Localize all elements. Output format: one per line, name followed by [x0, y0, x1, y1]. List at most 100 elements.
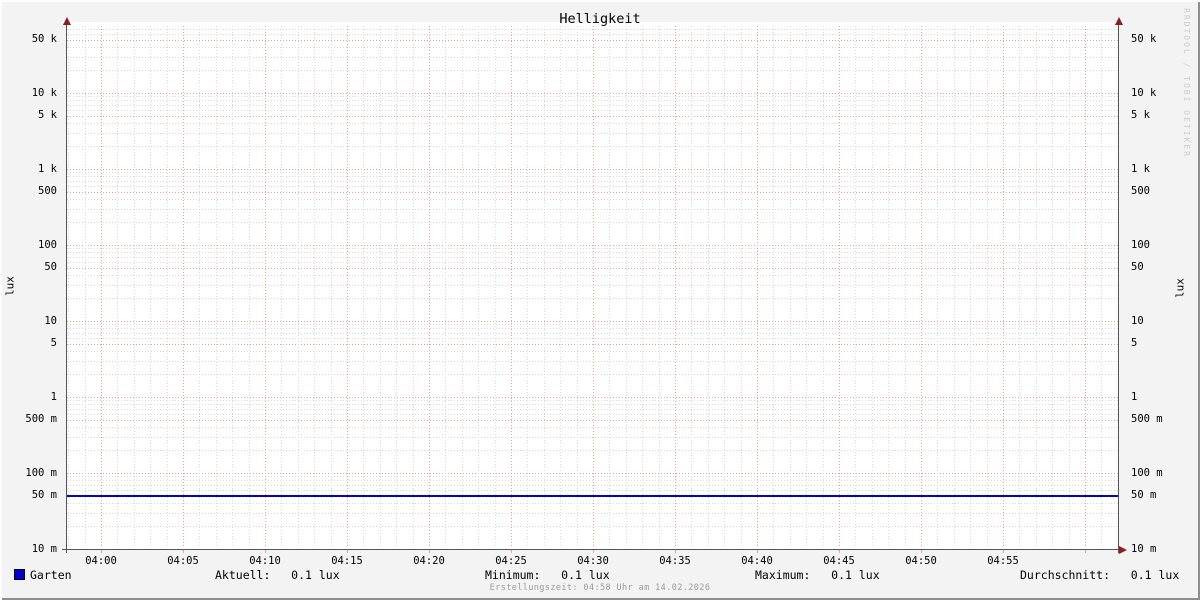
grid-line-x — [560, 26, 562, 548]
x-axis-major-tick — [921, 549, 922, 553]
y-tick-label-right: 100 m — [1131, 466, 1163, 479]
grid-line-y — [67, 267, 1118, 269]
x-tick-label: 04:20 — [413, 555, 445, 567]
grid-line-y — [67, 70, 1118, 72]
x-tick-label: 04:35 — [659, 555, 691, 567]
grid-line-x — [183, 26, 184, 548]
grid-line-y — [67, 104, 1118, 106]
y-tick-label-right: 500 — [1131, 185, 1150, 198]
grid-line-y — [67, 146, 1118, 148]
series-line-garten — [67, 495, 1118, 497]
grid-line-x — [1052, 26, 1054, 548]
grid-line-x — [855, 26, 857, 548]
grid-line-x — [986, 26, 988, 548]
grid-line-x — [429, 26, 430, 548]
y-tick-label-right: 50 m — [1131, 489, 1157, 502]
grid-line-x — [494, 26, 496, 548]
grid-line-y — [67, 400, 1118, 402]
grid-line-y — [67, 419, 1118, 421]
grid-line-y — [67, 332, 1118, 334]
grid-line-y — [67, 39, 1118, 41]
grid-line-y — [67, 473, 1118, 474]
grid-line-y — [67, 185, 1118, 187]
grid-line-y — [67, 275, 1118, 277]
grid-line-x — [445, 26, 447, 548]
x-axis-major-tick — [675, 549, 676, 553]
grid-line-x — [937, 26, 939, 548]
grid-line-x — [396, 26, 398, 548]
grid-line-y — [67, 100, 1118, 102]
grid-line-x — [642, 26, 644, 548]
grid-line-y — [67, 324, 1118, 326]
y-axis-left — [66, 22, 67, 553]
y-tick-label-right: 50 k — [1131, 33, 1157, 46]
grid-line-x — [740, 26, 742, 548]
grid-line-y — [67, 480, 1118, 482]
grid-line-x — [1035, 26, 1037, 548]
legend-stat-maximum: Maximum: 0.1 lux — [755, 568, 880, 582]
grid-line-y — [67, 56, 1118, 58]
grid-line-y — [67, 484, 1118, 486]
y-tick-label-left: 50 — [44, 261, 57, 274]
grid-line-x — [347, 26, 348, 548]
x-tick-label: 04:25 — [495, 555, 527, 567]
y-tick-label-right: 100 — [1131, 238, 1150, 251]
legend-stat-durchschnitt: Durchschnitt: 0.1 lux — [1020, 568, 1180, 582]
y-tick-label-left: 50 k — [31, 33, 57, 46]
grid-line-x — [133, 26, 135, 548]
grid-line-x — [363, 26, 365, 548]
grid-line-y — [67, 343, 1118, 345]
grid-line-y — [67, 47, 1118, 49]
grid-line-y — [67, 404, 1118, 406]
y-axis-arrow-left-icon — [62, 17, 71, 25]
y-tick-label-right: 5 — [1131, 337, 1138, 350]
y-tick-label-left: 10 k — [31, 86, 57, 99]
grid-line-x — [248, 26, 250, 548]
grid-line-x — [724, 26, 726, 548]
y-tick-label-right: 10 m — [1131, 542, 1157, 555]
x-axis-major-tick — [757, 549, 758, 553]
grid-line-x — [511, 26, 512, 548]
grid-line-y — [67, 476, 1118, 478]
grid-line-y — [67, 208, 1118, 210]
grid-line-x — [150, 26, 152, 548]
grid-line-y — [67, 172, 1118, 174]
grid-line-y — [67, 512, 1118, 514]
y-tick-label-left: 500 — [38, 185, 57, 198]
y-axis-unit-right: lux — [1173, 278, 1187, 298]
grid-line-x — [658, 26, 660, 548]
grid-line-x — [314, 26, 316, 548]
grid-line-x — [199, 26, 201, 548]
y-tick-label-right: 10 — [1131, 314, 1144, 327]
grid-line-x — [625, 26, 627, 548]
grid-line-x — [839, 26, 840, 548]
grid-line-y — [67, 191, 1118, 193]
grid-line-x — [215, 26, 217, 548]
grid-line-x — [1085, 26, 1086, 548]
grid-line-x — [593, 26, 594, 548]
grid-line-y — [67, 96, 1118, 98]
x-axis-major-tick — [593, 549, 594, 553]
x-tick-label: 04:40 — [741, 555, 773, 567]
y-tick-label-left: 5 — [50, 337, 57, 350]
y-tick-label-left: 100 m — [25, 466, 57, 479]
y-tick-label-left: 50 m — [31, 489, 57, 502]
grid-line-y — [67, 284, 1118, 286]
x-axis-arrow-icon — [1119, 545, 1127, 554]
grid-line-x — [297, 26, 299, 548]
legend-series-name: Garten — [30, 568, 72, 582]
x-axis-major-tick — [1085, 549, 1086, 553]
grid-line-x — [707, 26, 709, 548]
y-tick-label-right: 50 — [1131, 261, 1144, 274]
grid-line-x — [68, 26, 70, 548]
x-tick-label: 04:50 — [905, 555, 937, 567]
creation-timestamp: Erstellungszeit: 04:58 Uhr am 14.02.2026 — [489, 583, 711, 593]
grid-line-y — [67, 427, 1118, 429]
grid-line-y — [67, 115, 1118, 117]
grid-line-x — [871, 26, 873, 548]
grid-line-y — [67, 180, 1118, 182]
grid-line-x — [921, 26, 922, 548]
grid-line-x — [527, 26, 529, 548]
grid-line-x — [461, 26, 463, 548]
grid-line-y — [67, 360, 1118, 362]
